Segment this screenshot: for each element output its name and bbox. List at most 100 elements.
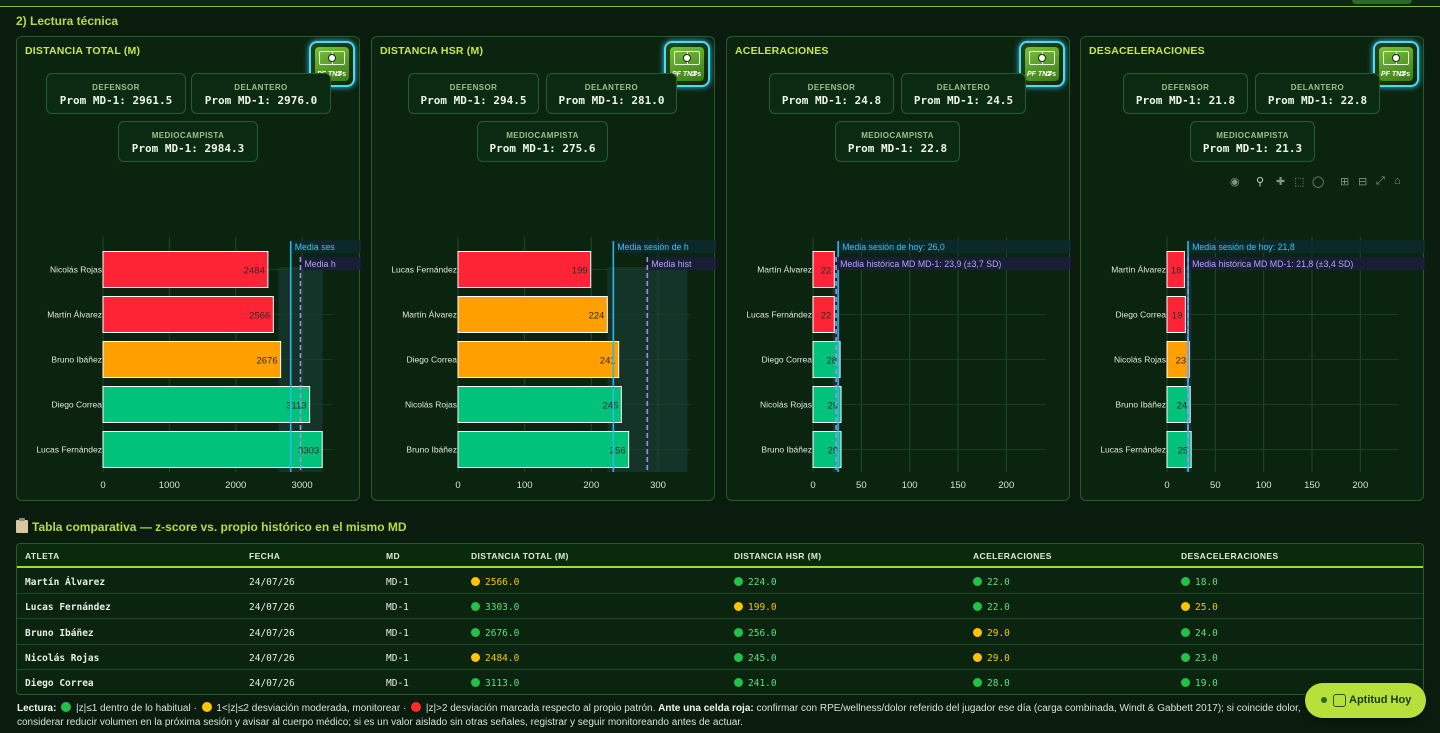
col-header-md[interactable]: MD (386, 551, 401, 561)
position-card-label: DEFENSOR (807, 83, 856, 92)
position-card-defensor: DEFENSOR Prom MD-1: 24.8 (769, 73, 894, 114)
bar[interactable] (1166, 296, 1186, 333)
zoom-out-icon[interactable]: ⊟ (1358, 176, 1368, 188)
col-header-hsr-distance[interactable]: DISTANCIA HSR (M) (734, 551, 822, 561)
status-dot-icon (1181, 627, 1190, 637)
position-card-delantero: DELANTERO Prom MD-1: 2976.0 (191, 73, 331, 114)
bar[interactable] (102, 386, 311, 423)
status-dot-icon (1181, 678, 1190, 688)
table-row[interactable]: Diego Correa 24/07/26 MD-1 3113.0 241.0 28.0 1… (17, 670, 1423, 694)
bar-chart: 0 50 100 150 200 Martín Álvarez 18 Diego Correa… (1081, 217, 1425, 502)
table-row[interactable]: Lucas Fernández 24/07/26 MD-1 3303.0 199.0 22… (17, 594, 1423, 620)
bar[interactable] (102, 431, 323, 468)
cell-metric: 224.0 (734, 577, 777, 588)
cell-metric: 3303.0 (471, 602, 519, 613)
status-dot-icon (973, 678, 982, 688)
x-tick-label: 200 (583, 480, 599, 491)
autoscale-icon[interactable]: ⤢ (1376, 175, 1385, 187)
cell-metric: 2676.0 (471, 627, 519, 639)
bar[interactable] (102, 341, 282, 378)
bar[interactable] (102, 296, 274, 333)
hist-mean-annotation: Media hist (648, 257, 716, 270)
value-label: 24 (1177, 401, 1188, 412)
bar[interactable] (102, 251, 269, 288)
category-label: Bruno Ibáñez (1115, 400, 1166, 410)
x-tick-label: 200 (998, 480, 1014, 491)
metric-value: 256.0 (748, 627, 777, 639)
status-dot-icon (734, 678, 743, 688)
home-icon[interactable]: ⌂ (1394, 175, 1401, 187)
bar[interactable] (457, 296, 608, 333)
position-card-label: DELANTERO (936, 83, 991, 92)
table-title-text: Tabla comparativa — z-score vs. propio h… (32, 520, 407, 534)
bar[interactable] (457, 431, 630, 468)
bar[interactable] (457, 386, 622, 423)
metric-value: 22.0 (987, 602, 1010, 614)
col-header-decelerations[interactable]: DESACELERACIONES (1181, 551, 1279, 561)
metric-value: 3113.0 (485, 678, 520, 690)
position-card-defensor: DEFENSOR Prom MD-1: 2961.5 (46, 73, 186, 114)
cell-metric: 245.0 (734, 652, 777, 664)
soccer-ball-icon (1038, 54, 1046, 62)
col-header-athlete[interactable]: ATLETA (25, 551, 60, 561)
logo-subtext: GPS (690, 72, 701, 78)
camera-icon[interactable]: ◉ (1230, 176, 1240, 188)
chart-panel-2: DISTANCIA HSR (M) PF TNT GPS DEFENSOR Prom M… (371, 36, 716, 501)
status-dot-icon (1321, 697, 1327, 703)
table-row[interactable]: Nicolás Rojas 24/07/26 MD-1 2484.0 245.0 29.0… (17, 645, 1423, 670)
metric-value: 18.0 (1195, 577, 1218, 588)
table-row[interactable]: Martín Álvarez 24/07/26 MD-1 2566.0 224.0 22.… (17, 569, 1423, 594)
category-label: Nicolás Rojas (405, 400, 457, 410)
pan-icon[interactable]: ✚ (1276, 176, 1286, 188)
cell-date: 24/07/26 (249, 577, 295, 588)
bar[interactable] (1166, 251, 1185, 288)
box-select-icon[interactable]: ⬚ (1294, 176, 1305, 188)
value-label: 199 (572, 266, 588, 277)
bar[interactable] (457, 341, 620, 378)
metric-value: 25.0 (1195, 602, 1218, 614)
x-tick-label: 3000 (292, 480, 313, 491)
position-card-mediocampista: MEDIOCAMPISTA Prom MD-1: 22.8 (835, 121, 960, 162)
cell-metric: 28.0 (973, 678, 1010, 689)
metric-value: 19.0 (1195, 678, 1218, 690)
table-row[interactable]: Bruno Ibáñez 24/07/26 MD-1 2676.0 256.0 29.0 2… (17, 620, 1423, 645)
col-header-total-distance[interactable]: DISTANCIA TOTAL (M) (471, 551, 569, 561)
metric-value: 199.0 (748, 602, 777, 614)
section-title: 2) Lectura técnica (16, 14, 119, 28)
cell-metric: 22.0 (973, 577, 1010, 588)
position-card-label: DEFENSOR (1161, 83, 1210, 92)
bar-chart: 0 1000 2000 3000 Nicolás Rojas 2484 Martín Álv… (17, 217, 361, 502)
col-header-date[interactable]: FECHA (249, 551, 281, 561)
cell-metric: 241.0 (734, 678, 777, 689)
comparison-table: ATLETA FECHA MD DISTANCIA TOTAL (M) DIST… (16, 543, 1424, 695)
lasso-icon[interactable]: ◯ (1312, 176, 1325, 188)
position-card-value: Prom MD-1: 21.3 (1202, 142, 1303, 155)
legend-red-cell-text: confirmar con RPE/wellness/dolor referid… (17, 703, 1301, 728)
metric-value: 22.0 (987, 577, 1010, 588)
hist-mean-label: Media hist (651, 259, 692, 269)
col-header-accelerations[interactable]: ACELERACIONES (973, 551, 1052, 561)
bar[interactable] (1166, 386, 1191, 423)
zoom-in-icon[interactable]: ⊞ (1340, 176, 1350, 188)
cell-date: 24/07/26 (249, 627, 295, 639)
bar[interactable] (457, 251, 592, 288)
aptitud-hoy-button[interactable]: Aptitud Hoy (1305, 683, 1426, 718)
status-dot-icon (973, 627, 982, 637)
zoom-icon[interactable]: ⚲ (1256, 176, 1265, 188)
bar[interactable] (1166, 341, 1190, 378)
cell-metric: 256.0 (734, 627, 777, 639)
x-tick-label: 100 (517, 480, 533, 491)
annotation-bg (839, 240, 1071, 253)
annotation-bg (291, 240, 361, 253)
position-card-defensor: DEFENSOR Prom MD-1: 294.5 (408, 73, 539, 114)
red-dot-icon (411, 702, 422, 712)
bar[interactable] (1166, 431, 1192, 468)
value-label: 241 (600, 356, 616, 367)
bar[interactable] (812, 251, 835, 288)
status-dot-icon (471, 577, 480, 586)
chart-modebar: ◉ ⚲ ✚ ⬚ ◯ ⊞ ⊟ ⤢ ⌂ (1226, 175, 1412, 191)
bar[interactable] (812, 296, 835, 333)
soccer-ball-icon (1392, 54, 1400, 62)
